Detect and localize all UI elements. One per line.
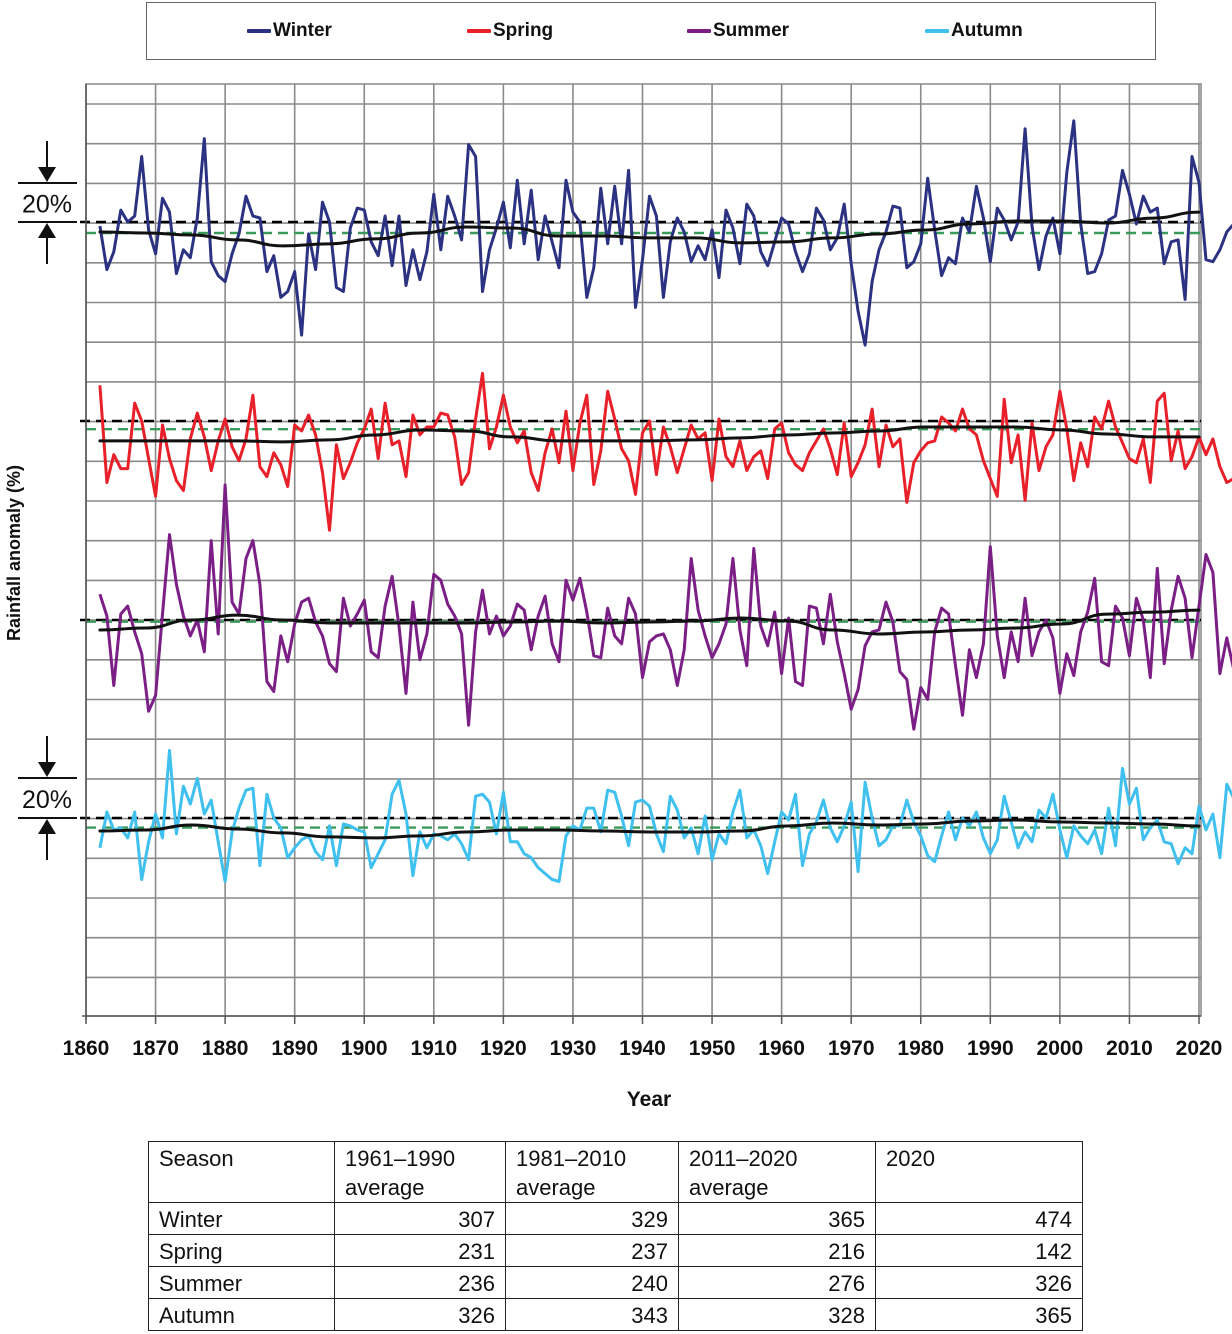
value-cell: 328 xyxy=(678,1298,876,1331)
x-tick-label: 1940 xyxy=(619,1037,666,1060)
legend-label: Spring xyxy=(493,20,554,41)
scale-label: 20% xyxy=(22,786,72,814)
scale-label: 20% xyxy=(22,191,72,219)
x-tick-label: 1880 xyxy=(202,1037,249,1060)
value-cell: 240 xyxy=(505,1266,679,1299)
x-tick-label: 1950 xyxy=(689,1037,736,1060)
x-tick-label: 1970 xyxy=(828,1037,875,1060)
legend-swatch xyxy=(687,29,711,33)
legend-label: Autumn xyxy=(951,20,1023,41)
season-cell: Winter xyxy=(148,1202,335,1235)
value-cell: 216 xyxy=(678,1234,876,1267)
table-row: Autumn 326 343 328 365 xyxy=(148,1298,1083,1331)
legend-label: Summer xyxy=(713,20,790,41)
header-season: Season xyxy=(148,1141,335,1203)
trend-line-winter xyxy=(98,210,1201,248)
header-2020: 2020 xyxy=(875,1141,1083,1203)
series-line-autumn xyxy=(98,749,1232,883)
value-cell: 231 xyxy=(334,1234,506,1267)
legend-item-summer: Summer xyxy=(687,20,789,42)
value-cell: 307 xyxy=(334,1202,506,1235)
x-tick-label: 2010 xyxy=(1106,1037,1153,1060)
legend-swatch xyxy=(467,29,491,33)
table-row: Winter 307 329 365 474 xyxy=(148,1202,1083,1235)
legend-swatch xyxy=(247,29,271,33)
season-cell: Autumn xyxy=(148,1298,335,1331)
x-tick-label: 1920 xyxy=(480,1037,527,1060)
x-tick-label: 1900 xyxy=(341,1037,388,1060)
rainfall-anomaly-chart: 1860 1870 1880 1890 1900 1910 1920 1930 1940 1950… xyxy=(4,83,1232,1111)
legend-item-winter: Winter xyxy=(247,20,332,42)
legend-item-spring: Spring xyxy=(467,20,553,42)
x-axis-label: Year xyxy=(627,1088,671,1111)
value-cell: 365 xyxy=(875,1298,1083,1331)
x-tick-label: 1890 xyxy=(271,1037,318,1060)
x-tick-label: 1990 xyxy=(967,1037,1014,1060)
arrow-down-icon xyxy=(38,762,56,777)
season-cell: Summer xyxy=(148,1266,335,1299)
value-cell: 236 xyxy=(334,1266,506,1299)
arrow-up-icon xyxy=(38,223,56,238)
axes xyxy=(82,84,1201,1020)
x-tick-label: 1870 xyxy=(132,1037,179,1060)
table-row: Summer 236 240 276 326 xyxy=(148,1266,1083,1299)
value-cell: 329 xyxy=(505,1202,679,1235)
value-cell: 326 xyxy=(334,1298,506,1331)
arrow-up-icon xyxy=(38,819,56,834)
x-tick-label: 1910 xyxy=(410,1037,457,1060)
trend-line-summer xyxy=(98,608,1201,636)
x-tick-label: 2000 xyxy=(1037,1037,1084,1060)
value-cell: 326 xyxy=(875,1266,1083,1299)
value-cell: 474 xyxy=(875,1202,1083,1235)
trend-line-spring xyxy=(98,425,1201,444)
series-line-winter xyxy=(98,119,1232,347)
season-cell: Spring xyxy=(148,1234,335,1267)
legend: Winter Spring Summer Autumn xyxy=(146,2,1156,60)
table-header-row: Season 1961–1990 average 1981–2010 average… xyxy=(148,1141,1083,1203)
x-tick-label: 1860 xyxy=(63,1037,110,1060)
scale-bars: 20% 20% xyxy=(18,141,77,860)
arrow-down-icon xyxy=(38,167,56,182)
value-cell: 276 xyxy=(678,1266,876,1299)
y-axis-label: Rainfall anomaly (%) xyxy=(4,465,24,641)
series-lines xyxy=(98,119,1232,883)
header-1961-1990: 1961–1990 average xyxy=(334,1141,506,1203)
x-tick-label: 2020 xyxy=(1176,1037,1223,1060)
value-cell: 142 xyxy=(875,1234,1083,1267)
legend-label: Winter xyxy=(273,20,332,41)
series-line-spring xyxy=(98,371,1232,532)
legend-item-autumn: Autumn xyxy=(925,20,1023,42)
rainfall-table: Season 1961–1990 average 1981–2010 average… xyxy=(148,1141,1083,1331)
table-row: Spring 231 237 216 142 xyxy=(148,1234,1083,1267)
x-tick-label: 1980 xyxy=(897,1037,944,1060)
value-cell: 365 xyxy=(678,1202,876,1235)
value-cell: 237 xyxy=(505,1234,679,1267)
value-cell: 343 xyxy=(505,1298,679,1331)
x-tick-label: 1930 xyxy=(550,1037,597,1060)
trend-line-autumn xyxy=(98,818,1201,840)
header-1981-2010: 1981–2010 average xyxy=(505,1141,679,1203)
legend-swatch xyxy=(925,29,949,33)
trend-lines xyxy=(98,210,1201,840)
x-tick-label: 1960 xyxy=(758,1037,805,1060)
header-2011-2020: 2011–2020 average xyxy=(678,1141,876,1203)
x-tick-labels: 1860 1870 1880 1890 1900 1910 1920 1930 1940 1950… xyxy=(63,1016,1223,1060)
series-line-summer xyxy=(98,483,1232,731)
